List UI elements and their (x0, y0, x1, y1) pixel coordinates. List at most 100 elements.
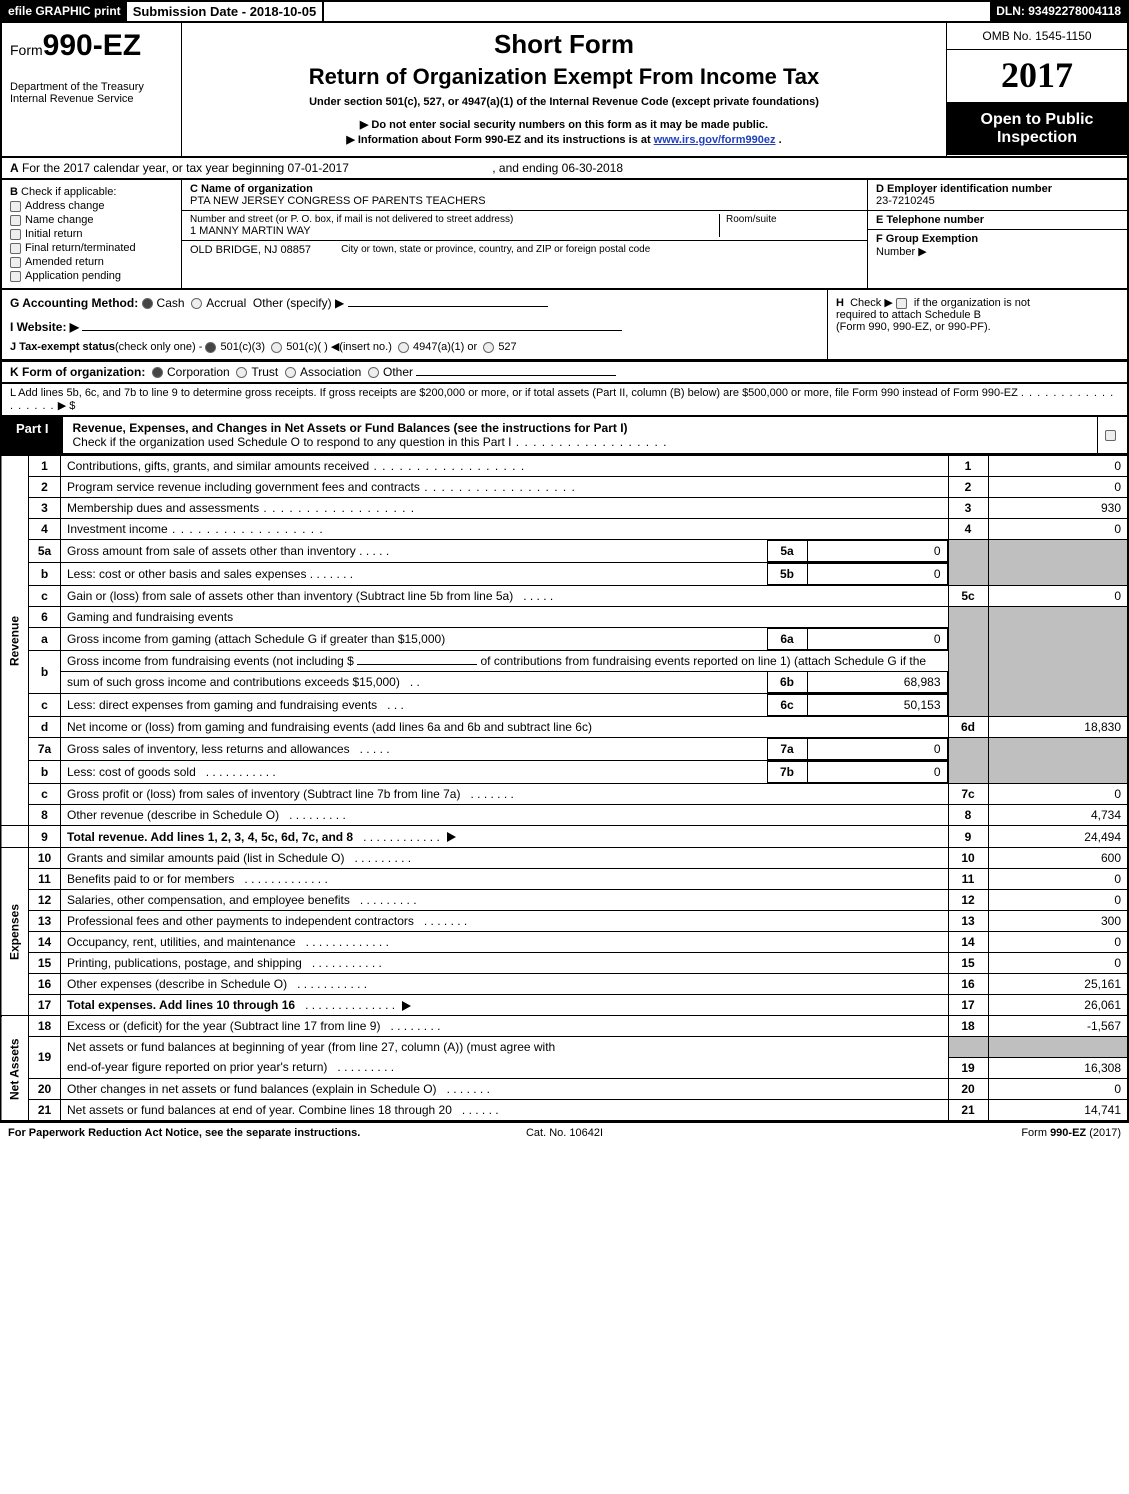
ln4-val: 0 (988, 519, 1128, 540)
org-city: OLD BRIDGE, NJ 08857 (190, 244, 311, 256)
omb-number: OMB No. 1545-1150 (947, 23, 1127, 50)
c-label: C Name of organization (190, 183, 313, 195)
ln1-num: 1 (29, 456, 61, 477)
table-row: 5a Gross amount from sale of assets othe… (1, 540, 1128, 563)
opt-initial-return: Initial return (25, 228, 82, 240)
ln1-ref: 1 (948, 456, 988, 477)
ln6b-subval: 68,983 (807, 672, 947, 693)
efile-label: efile GRAPHIC print (2, 2, 127, 21)
opt-501c: 501(c)( ) ◀(insert no.) (286, 341, 392, 353)
other-specify-input[interactable] (348, 306, 548, 307)
ln7c-ref: 7c (948, 784, 988, 805)
ln10-num: 10 (29, 848, 61, 869)
ln17-val: 26,061 (988, 995, 1128, 1016)
ln9-num: 9 (29, 826, 61, 848)
website-input[interactable] (82, 330, 622, 331)
ln12-desc: Salaries, other compensation, and employ… (67, 893, 350, 907)
rad-cash[interactable] (142, 298, 153, 309)
submission-date: Submission Date - 2018-10-05 (127, 2, 325, 21)
line-a: A For the 2017 calendar year, or tax yea… (0, 158, 1129, 180)
rad-accrual[interactable] (191, 298, 202, 309)
j-hint: (check only one) - (115, 341, 202, 353)
part1-dots (511, 435, 667, 449)
ln6c-num: c (29, 694, 61, 717)
ln6a-desc: Gross income from gaming (attach Schedul… (61, 629, 767, 650)
ln6c-desc: Less: direct expenses from gaming and fu… (67, 698, 377, 712)
ln11-desc: Benefits paid to or for members (67, 872, 234, 886)
gh-row: G Accounting Method: Cash Accrual Other … (0, 290, 1129, 361)
rad-501c3[interactable] (205, 342, 216, 353)
ln15-ref: 15 (948, 953, 988, 974)
netassets-side-label: Net Assets (1, 1016, 29, 1121)
ln15-num: 15 (29, 953, 61, 974)
ln16-desc: Other expenses (describe in Schedule O) (67, 977, 287, 991)
short-form-title: Short Form (190, 29, 938, 60)
form990ez-link[interactable]: www.irs.gov/form990ez (654, 134, 776, 146)
opt-trust: Trust (251, 365, 278, 379)
lines-table: Revenue 1 Contributions, gifts, grants, … (0, 455, 1129, 1122)
rad-trust[interactable] (236, 367, 247, 378)
table-row: 7a Gross sales of inventory, less return… (1, 738, 1128, 761)
table-row: c Gain or (loss) from sale of assets oth… (1, 586, 1128, 607)
ln6b-desc2: of contributions from fundraising events… (481, 654, 927, 668)
revenue-side-label: Revenue (1, 456, 29, 826)
ln16-ref: 16 (948, 974, 988, 995)
ln14-desc: Occupancy, rent, utilities, and maintena… (67, 935, 296, 949)
table-row: 20 Other changes in net assets or fund b… (1, 1078, 1128, 1099)
chk-address-change[interactable] (10, 201, 21, 212)
dln: DLN: 93492278004118 (990, 2, 1127, 21)
opt-corporation: Corporation (167, 365, 230, 379)
l-text: L Add lines 5b, 6c, and 7b to line 9 to … (10, 387, 1018, 399)
opt-accrual: Accrual (206, 296, 246, 310)
table-row: end-of-year figure reported on prior yea… (1, 1057, 1128, 1078)
rad-527[interactable] (483, 342, 494, 353)
chk-schedule-b[interactable] (896, 298, 907, 309)
footer-mid: Cat. No. 10642I (526, 1127, 603, 1139)
chk-application-pending[interactable] (10, 271, 21, 282)
chk-initial-return[interactable] (10, 229, 21, 240)
part1-header: Part I Revenue, Expenses, and Changes in… (0, 417, 1129, 455)
line-a-end: , and ending 06-30-2018 (492, 161, 623, 175)
opt-association: Association (300, 365, 361, 379)
room-label: Room/suite (726, 214, 859, 225)
ln19-ref: 19 (948, 1057, 988, 1078)
ln6b-blank[interactable] (357, 664, 477, 665)
table-row: 6 Gaming and fundraising events (1, 607, 1128, 628)
table-row: 14 Occupancy, rent, utilities, and maint… (1, 932, 1128, 953)
rad-other-org[interactable] (368, 367, 379, 378)
opt-other-specify: Other (specify) ▶ (253, 296, 344, 310)
rad-4947[interactable] (398, 342, 409, 353)
rad-corporation[interactable] (152, 367, 163, 378)
city-hint: City or town, state or province, country… (341, 244, 650, 256)
ln15-desc: Printing, publications, postage, and shi… (67, 956, 302, 970)
dept-treasury: Department of the Treasury (10, 81, 173, 93)
ln8-desc: Other revenue (describe in Schedule O) (67, 808, 279, 822)
ln10-desc: Grants and similar amounts paid (list in… (67, 851, 344, 865)
rad-501c[interactable] (271, 342, 282, 353)
box-c: C Name of organization PTA NEW JERSEY CO… (182, 180, 867, 288)
chk-name-change[interactable] (10, 215, 21, 226)
other-org-input[interactable] (416, 375, 616, 376)
ln8-val: 4,734 (988, 805, 1128, 826)
table-row: 4 Investment income 4 0 (1, 519, 1128, 540)
chk-final-return[interactable] (10, 243, 21, 254)
ln7-grey (948, 738, 988, 784)
ln13-val: 300 (988, 911, 1128, 932)
h-label: H (836, 297, 844, 309)
rad-association[interactable] (285, 367, 296, 378)
ln12-val: 0 (988, 890, 1128, 911)
title-center: Short Form Return of Organization Exempt… (182, 23, 947, 156)
ln4-num: 4 (29, 519, 61, 540)
form-number: 990-EZ (43, 29, 141, 62)
chk-schedule-o[interactable] (1105, 430, 1116, 441)
ln7a-desc: Gross sales of inventory, less returns a… (67, 742, 350, 756)
chk-amended-return[interactable] (10, 257, 21, 268)
table-row: 15 Printing, publications, postage, and … (1, 953, 1128, 974)
ln9-val: 24,494 (988, 826, 1128, 848)
ln2-val: 0 (988, 477, 1128, 498)
j-label: J Tax-exempt status (10, 341, 115, 353)
h-check: Check ▶ (850, 297, 893, 309)
line-a-text: For the 2017 calendar year, or tax year … (22, 161, 349, 175)
box-h: H Check ▶ if the organization is not req… (827, 290, 1127, 359)
return-title: Return of Organization Exempt From Incom… (190, 64, 938, 90)
